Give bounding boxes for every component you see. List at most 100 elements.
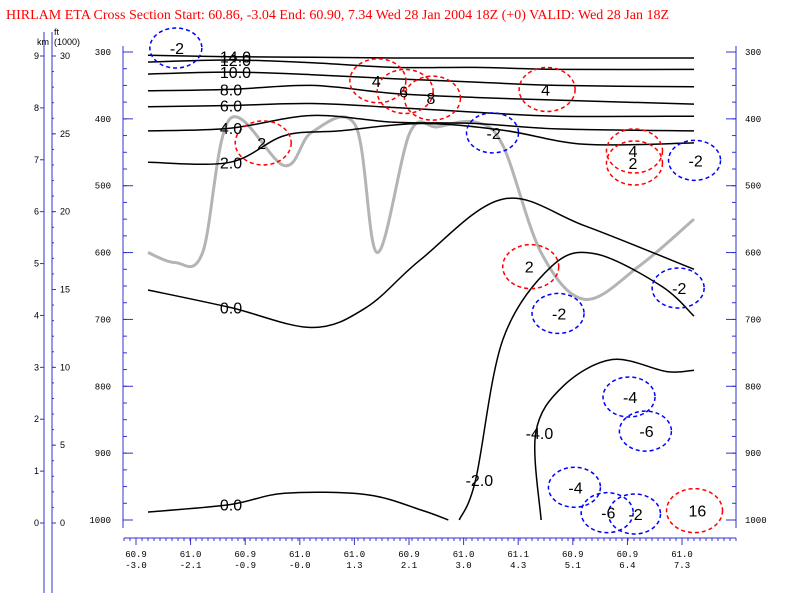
km-tick-label: 0 [34,518,39,528]
pressure-tick-label: 900 [95,449,111,459]
pressure-tick-label: 500 [745,182,761,192]
positive-contour-loop [501,243,560,290]
ft-tick-label: 0 [60,518,65,528]
pressure-tick-label: 400 [95,115,111,125]
pressure-tick-label: 300 [745,48,761,58]
x-tick-latitude: 60.9 [398,550,420,560]
x-tick-latitude: 60.9 [234,550,256,560]
positive-contour-loop [605,128,664,174]
negative-contour-loop [602,376,656,418]
pressure-tick-label: 900 [745,449,761,459]
negative-contour-label: -2 [552,306,566,323]
pressure-tick-label: 600 [95,249,111,259]
negative-contour-label: -2 [487,126,501,143]
km-tick-label: 7 [34,155,39,165]
ft-tick-label: 20 [60,207,70,217]
negative-contour-label: -2 [170,41,184,58]
x-tick-longitude: 2.1 [401,561,417,571]
temperature-contour-label: 0.0 [220,300,242,317]
ft-tick-label: 5 [60,440,65,450]
x-tick-longitude: 1.3 [346,561,362,571]
temperature-contour-line [147,102,695,118]
ft-tick-label: 30 [60,51,70,61]
x-tick-longitude: -2.1 [180,561,202,571]
temperature-contour-label: 8.0 [220,82,242,99]
pressure-tick-label: 1000 [89,516,111,526]
negative-contour-loop [651,267,705,309]
x-tick-longitude: 4.3 [510,561,526,571]
negative-contour-label: -6 [601,506,615,523]
negative-contour-loop [618,410,673,452]
negative-contour-label: -2 [628,507,642,524]
negative-contour-loop [149,27,203,69]
positive-contour-label: 6 [399,84,408,101]
positive-dashed-contours [234,58,724,534]
temperature-contour-label: 0.0 [220,498,242,515]
temperature-contour-label: 2.0 [220,155,242,172]
temperature-contour-label: 12.0 [220,53,251,70]
terrain-profile [147,115,695,301]
temperature-contour-line [458,251,695,521]
ft-tick-label: 25 [60,129,70,139]
x-tick-latitude: 61.0 [453,550,475,560]
pressure-tick-label: 800 [95,382,111,392]
temperature-contour-line [147,54,694,59]
x-tick-latitude: 61.1 [507,550,529,560]
pressure-tick-label: 700 [745,315,761,325]
positive-contour-label: 4 [628,144,637,161]
x-tick-latitude: 60.9 [617,550,639,560]
positive-contour-label: 8 [426,91,435,108]
positive-contour-loop [605,140,664,186]
negative-contour-label: -2 [672,281,686,298]
km-tick-label: 3 [34,362,39,372]
temperature-contour-label: -4.0 [526,426,554,443]
km-tick-label: 5 [34,259,39,269]
ft-axis-label: ft [54,27,60,37]
x-tick-longitude: 3.0 [455,561,471,571]
temperature-contour-label: 4.0 [220,121,242,138]
km-axis-label: km [37,37,49,47]
km-tick-label: 4 [34,310,39,320]
positive-contour-loop [349,58,407,104]
temperature-contour-label: 6.0 [220,98,242,115]
negative-contour-label: -4 [623,390,637,407]
pressure-tick-label: 600 [745,249,761,259]
negative-contour-label: -4 [568,480,582,497]
pressure-tick-label: 500 [95,182,111,192]
contour-labels: 14.012.010.08.06.0 4.0 2.0 0.0 0.0 -2.0 -4.0 2 2… [170,41,707,524]
km-tick-label: 8 [34,103,39,113]
temperature-contour-line [534,358,695,521]
km-tick-label: 1 [34,466,39,476]
positive-contour-loop [376,68,434,115]
temperature-contour-line [147,491,449,521]
ft-axis-unit: (1000) [54,37,80,47]
pressure-tick-label: 1000 [745,516,767,526]
positive-contour-label: 4 [541,82,550,99]
x-tick-latitude: 61.0 [671,550,693,560]
ft-tick-label: 10 [60,362,70,372]
x-tick-longitude: 7.3 [674,561,690,571]
x-tick-longitude: 6.4 [619,561,635,571]
positive-contour-label: 16 [689,504,707,521]
km-tick-label: 6 [34,207,39,217]
negative-contour-loop [531,292,585,335]
negative-contour-loop [580,491,634,534]
x-tick-longitude: -0.9 [234,561,256,571]
temperature-contours [147,54,695,521]
negative-contour-loop [667,139,722,182]
positive-contour-label: 2 [525,260,534,277]
x-axis: 60.9-3.061.0-2.160.9-0.961.0-0.061.01.36… [123,537,737,571]
km-tick-label: 9 [34,51,39,61]
pressure-tick-label: 800 [745,382,761,392]
km-tick-label: 2 [34,414,39,424]
x-tick-latitude: 60.9 [125,550,147,560]
temperature-contour-line [147,84,695,105]
positive-contour-loop [403,75,462,121]
negative-contour-loop [547,466,602,509]
positive-contour-loop [234,120,292,166]
pressure-axis-right: 300 400 500 600 700 800 900 1000 [726,46,767,528]
x-tick-latitude: 61.0 [344,550,366,560]
x-tick-longitude: 5.1 [565,561,581,571]
